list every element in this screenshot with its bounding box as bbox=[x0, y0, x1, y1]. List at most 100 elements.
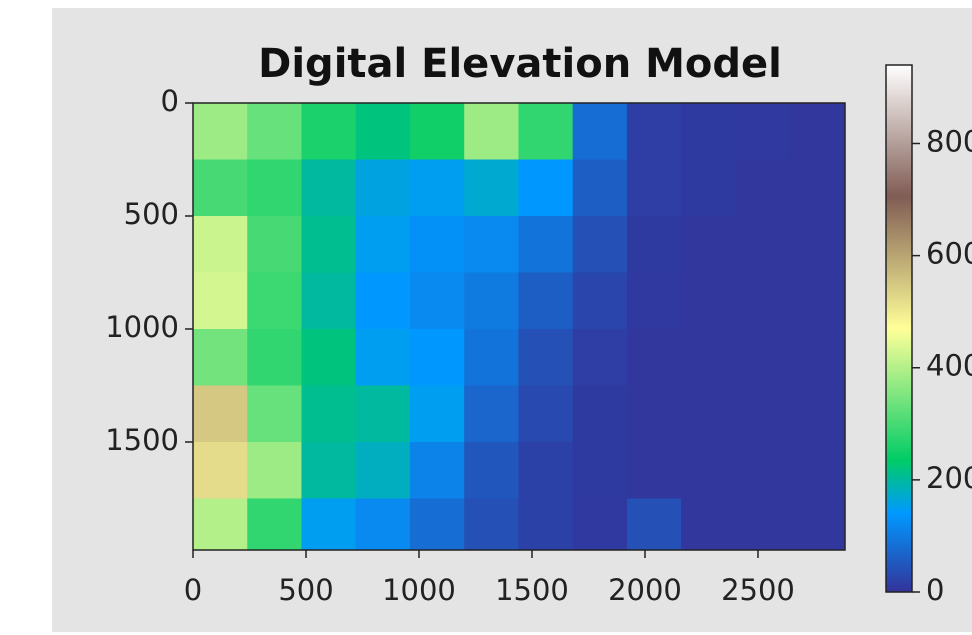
heatmap-cell bbox=[193, 385, 248, 442]
heatmap-cell bbox=[681, 103, 736, 160]
colorbar bbox=[886, 65, 912, 592]
heatmap-cell bbox=[356, 216, 411, 273]
heatmap-cell bbox=[410, 385, 465, 442]
heatmap-cell bbox=[518, 159, 573, 216]
heatmap-cell bbox=[573, 103, 628, 160]
heatmap-cell bbox=[573, 329, 628, 386]
heatmap-cell bbox=[356, 329, 411, 386]
heatmap-cell bbox=[410, 329, 465, 386]
heatmap-cell bbox=[735, 442, 790, 499]
heatmap-cell bbox=[356, 103, 411, 160]
heatmap-cell bbox=[410, 272, 465, 329]
heatmap-cell bbox=[193, 216, 248, 273]
x-tick-label: 500 bbox=[278, 573, 333, 607]
y-tick-label: 1500 bbox=[105, 423, 179, 457]
heatmap-cell bbox=[627, 159, 682, 216]
heatmap-cell bbox=[735, 159, 790, 216]
heatmap-cell bbox=[247, 159, 302, 216]
y-tick-label: 1000 bbox=[105, 310, 179, 344]
heatmap-cell bbox=[735, 216, 790, 273]
heatmap-cell bbox=[193, 329, 248, 386]
heatmap-cell bbox=[627, 385, 682, 442]
heatmap-cell bbox=[518, 442, 573, 499]
heatmap-cell bbox=[464, 385, 519, 442]
heatmap-cell bbox=[410, 216, 465, 273]
heatmap-cell bbox=[790, 498, 845, 555]
heatmap-cell bbox=[681, 385, 736, 442]
heatmap-cell bbox=[410, 103, 465, 160]
heatmap-cell bbox=[193, 442, 248, 499]
heatmap-cell bbox=[573, 272, 628, 329]
heatmap-cell bbox=[573, 159, 628, 216]
x-tick-label: 1500 bbox=[495, 573, 569, 607]
heatmap bbox=[193, 103, 844, 556]
heatmap-cell bbox=[247, 329, 302, 386]
heatmap-cell bbox=[790, 159, 845, 216]
y-tick-label: 500 bbox=[124, 197, 179, 231]
heatmap-cell bbox=[573, 442, 628, 499]
heatmap-cell bbox=[518, 385, 573, 442]
heatmap-cell bbox=[193, 272, 248, 329]
heatmap-cell bbox=[193, 498, 248, 555]
heatmap-cell bbox=[735, 329, 790, 386]
heatmap-cell bbox=[301, 498, 356, 555]
heatmap-cell bbox=[518, 103, 573, 160]
heatmap-cell bbox=[247, 442, 302, 499]
heatmap-cell bbox=[464, 329, 519, 386]
heatmap-cell bbox=[518, 329, 573, 386]
heatmap-cell bbox=[627, 103, 682, 160]
x-tick-label: 0 bbox=[184, 573, 202, 607]
heatmap-cell bbox=[681, 329, 736, 386]
heatmap-cell bbox=[573, 385, 628, 442]
heatmap-cell bbox=[356, 385, 411, 442]
heatmap-cell bbox=[410, 159, 465, 216]
heatmap-cell bbox=[247, 385, 302, 442]
heatmap-cell bbox=[573, 498, 628, 555]
colorbar-tick-label: 200 bbox=[926, 461, 972, 495]
heatmap-cell bbox=[410, 498, 465, 555]
heatmap-cell bbox=[247, 103, 302, 160]
heatmap-cell bbox=[464, 272, 519, 329]
x-tick-label: 1000 bbox=[382, 573, 456, 607]
heatmap-cell bbox=[735, 385, 790, 442]
heatmap-cell bbox=[301, 272, 356, 329]
heatmap-cell bbox=[790, 329, 845, 386]
heatmap-cell bbox=[518, 216, 573, 273]
colorbar-tick-label: 800 bbox=[926, 124, 972, 158]
heatmap-cell bbox=[735, 498, 790, 555]
heatmap-cell bbox=[790, 103, 845, 160]
heatmap-cell bbox=[464, 103, 519, 160]
heatmap-cell bbox=[681, 159, 736, 216]
y-tick-label: 0 bbox=[161, 84, 179, 118]
heatmap-cell bbox=[681, 442, 736, 499]
heatmap-cell bbox=[681, 498, 736, 555]
heatmap-cell bbox=[301, 329, 356, 386]
heatmap-cell bbox=[790, 216, 845, 273]
colorbar-tick-label: 400 bbox=[926, 349, 972, 383]
heatmap-cell bbox=[681, 216, 736, 273]
heatmap-cell bbox=[627, 498, 682, 555]
heatmap-cell bbox=[301, 385, 356, 442]
colorbar-tick-label: 0 bbox=[926, 573, 944, 607]
heatmap-cell bbox=[627, 442, 682, 499]
heatmap-cell bbox=[193, 159, 248, 216]
colorbar-tick-label: 600 bbox=[926, 237, 972, 271]
heatmap-cell bbox=[464, 498, 519, 555]
heatmap-cell bbox=[356, 442, 411, 499]
heatmap-cell bbox=[735, 103, 790, 160]
heatmap-cell bbox=[627, 272, 682, 329]
x-tick-label: 2500 bbox=[721, 573, 795, 607]
chart: Digital Elevation Model 0500100015002000… bbox=[0, 0, 972, 635]
heatmap-cell bbox=[790, 385, 845, 442]
chart-title: Digital Elevation Model bbox=[258, 41, 782, 87]
heatmap-cell bbox=[247, 272, 302, 329]
heatmap-cell bbox=[247, 498, 302, 555]
heatmap-cell bbox=[518, 498, 573, 555]
heatmap-cell bbox=[301, 216, 356, 273]
x-tick-label: 2000 bbox=[608, 573, 682, 607]
heatmap-cell bbox=[356, 272, 411, 329]
heatmap-cell bbox=[735, 272, 790, 329]
heatmap-cell bbox=[790, 272, 845, 329]
heatmap-cell bbox=[356, 159, 411, 216]
heatmap-cell bbox=[627, 216, 682, 273]
